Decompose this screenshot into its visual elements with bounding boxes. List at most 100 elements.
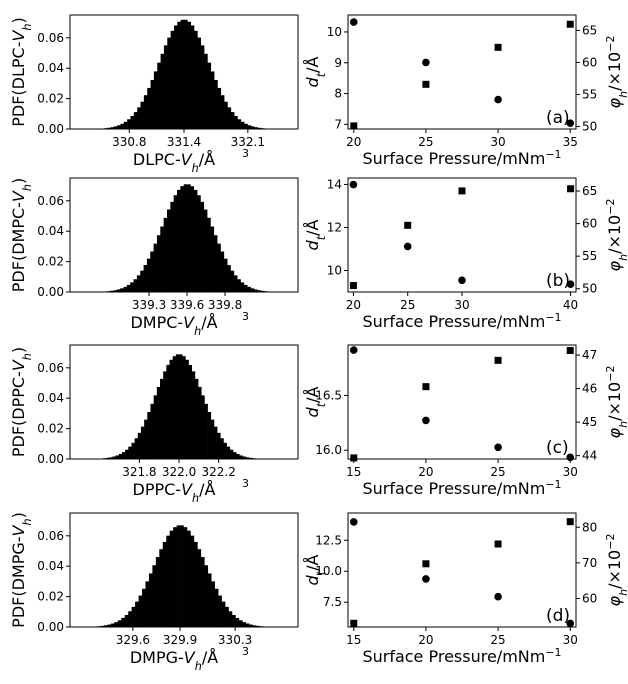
histogram-bar bbox=[247, 287, 251, 292]
histogram-bar bbox=[208, 573, 212, 627]
histogram-bar bbox=[164, 218, 168, 292]
histogram-bar bbox=[227, 107, 231, 129]
y-left-tick-label: 12.5 bbox=[315, 533, 342, 547]
histogram-bar bbox=[156, 557, 160, 627]
marker-square-d_t bbox=[350, 282, 357, 289]
histogram-bar bbox=[207, 63, 211, 129]
histogram-bar bbox=[138, 433, 141, 459]
histogram-bar bbox=[164, 45, 168, 129]
y-right-tick-label: 60 bbox=[582, 55, 597, 69]
marker-circle-phi_h bbox=[350, 18, 358, 26]
histogram-bar bbox=[218, 596, 222, 627]
plot-frame bbox=[348, 513, 576, 627]
marker-circle-phi_h bbox=[350, 518, 358, 526]
histogram-bar bbox=[197, 549, 201, 627]
histogram-bar bbox=[210, 227, 214, 292]
histogram-bar bbox=[147, 259, 151, 292]
histogram-bar bbox=[159, 549, 163, 627]
histogram-bar bbox=[124, 122, 128, 129]
histogram-bar bbox=[238, 119, 242, 129]
histogram-bar bbox=[147, 88, 151, 129]
y-left-axis-label: dt/Å bbox=[303, 220, 328, 251]
x-tick-label: 331.4 bbox=[167, 135, 201, 149]
histogram-bar bbox=[204, 210, 208, 292]
histogram-bar bbox=[170, 531, 174, 627]
histogram-bar bbox=[116, 455, 119, 459]
histogram-bar bbox=[227, 265, 231, 292]
histogram-bar bbox=[137, 107, 141, 129]
histogram-bar bbox=[195, 379, 198, 459]
histogram-bar bbox=[127, 285, 131, 292]
histogram-bar bbox=[242, 622, 246, 627]
x-axis-label-superscript: 3 bbox=[242, 310, 249, 323]
x-axis-label: DMPG-Vh/Å bbox=[130, 648, 218, 673]
histogram-bar bbox=[244, 285, 248, 292]
histogram-bar bbox=[161, 54, 165, 129]
histogram-bar bbox=[231, 112, 235, 129]
histogram-bar bbox=[194, 542, 198, 627]
y-right-tick-label: 65 bbox=[582, 23, 597, 37]
histogram-bar bbox=[173, 527, 177, 627]
histogram-bar bbox=[141, 102, 145, 129]
histogram-bar bbox=[211, 71, 215, 129]
x-tick-label: 30 bbox=[454, 298, 469, 312]
histogram-bar bbox=[237, 279, 241, 292]
histogram-bar bbox=[142, 589, 146, 627]
y-right-tick-label: 65 bbox=[582, 184, 597, 198]
histogram-bar bbox=[151, 80, 155, 129]
histogram-bar bbox=[144, 420, 147, 459]
x-tick-label: 20 bbox=[346, 298, 361, 312]
panel-label: (c) bbox=[546, 438, 569, 458]
histogram-bar bbox=[201, 557, 205, 627]
x-axis-label: Surface Pressure/mNm−1 bbox=[362, 646, 561, 667]
histogram-bar bbox=[214, 235, 218, 292]
histogram-bar bbox=[163, 371, 166, 459]
histogram-bar bbox=[236, 454, 239, 459]
histogram-bar bbox=[166, 536, 170, 627]
x-tick-label: 35 bbox=[563, 135, 578, 149]
histogram-bar bbox=[221, 95, 225, 129]
y-tick-label: 0.02 bbox=[37, 422, 64, 436]
histogram-bar bbox=[125, 450, 128, 459]
histogram-bar bbox=[137, 275, 141, 292]
y-axis-label: PDF(DPPC-Vh) bbox=[9, 347, 34, 457]
panel-label: (b) bbox=[546, 271, 570, 291]
histogram-bar bbox=[154, 395, 157, 459]
histogram-bar bbox=[167, 210, 171, 292]
y-tick-label: 0.00 bbox=[37, 620, 64, 634]
histogram-bar bbox=[248, 125, 252, 129]
histogram-bar bbox=[223, 443, 226, 459]
histogram-bar bbox=[125, 615, 129, 627]
histogram-bar bbox=[220, 438, 223, 459]
histogram-bar bbox=[190, 186, 194, 292]
histogram-bar bbox=[149, 573, 153, 627]
histogram-bar bbox=[246, 624, 250, 627]
y-left-tick-label: 7.5 bbox=[323, 595, 342, 609]
histogram-bar bbox=[163, 542, 167, 627]
marker-square-d_t bbox=[567, 21, 574, 28]
histogram-bar bbox=[244, 124, 248, 129]
y-tick-label: 0.04 bbox=[37, 224, 64, 238]
histogram-bar bbox=[231, 271, 235, 292]
histogram-bar bbox=[224, 102, 228, 129]
marker-square-d_t bbox=[567, 518, 574, 525]
x-tick-label: 25 bbox=[400, 298, 415, 312]
marker-square-d_t bbox=[422, 560, 429, 567]
x-tick-label: 322.0 bbox=[162, 465, 196, 479]
plot-frame bbox=[348, 345, 576, 459]
y-right-axis-label: φh/×10−2 bbox=[604, 366, 628, 439]
x-tick-label: 20 bbox=[418, 633, 433, 647]
histogram-bar bbox=[180, 186, 184, 292]
x-tick-label: 40 bbox=[563, 298, 578, 312]
y-tick-label: 0.00 bbox=[37, 122, 64, 136]
histogram-bar bbox=[204, 54, 208, 129]
histogram-bar bbox=[122, 452, 125, 459]
y-tick-label: 0.06 bbox=[37, 31, 64, 45]
histogram-bar bbox=[157, 63, 161, 129]
y-right-tick-label: 47 bbox=[582, 348, 597, 362]
histogram-bar bbox=[130, 282, 134, 292]
histogram-bar bbox=[160, 379, 163, 459]
y-tick-label: 0.02 bbox=[37, 255, 64, 269]
histogram-bar bbox=[145, 581, 149, 627]
